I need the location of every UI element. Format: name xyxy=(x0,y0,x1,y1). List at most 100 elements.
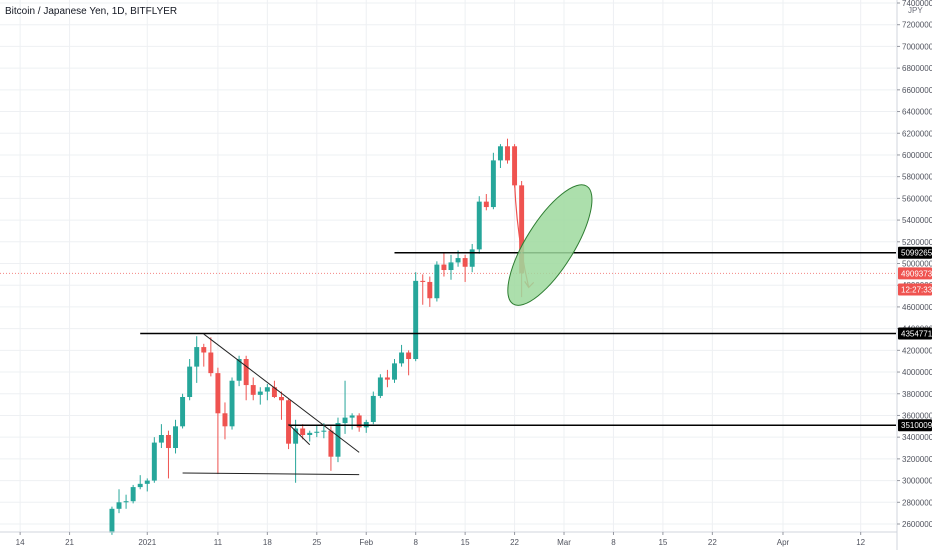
price-tag-box xyxy=(898,419,932,432)
candle-body xyxy=(413,280,419,360)
time-tick-label: 22 xyxy=(510,538,519,547)
candle-body xyxy=(427,281,433,299)
time-tick-label: 22 xyxy=(708,538,717,547)
candle-body xyxy=(215,373,221,414)
time-tick-label: Mar xyxy=(557,538,571,547)
price-tag-label: 5099265 xyxy=(901,249,932,258)
candle-body xyxy=(448,262,454,271)
price-tick-label: 3600000 xyxy=(902,411,932,420)
candle-body xyxy=(406,352,412,360)
trendline xyxy=(288,423,311,446)
candle-body xyxy=(384,377,390,380)
candle-body xyxy=(109,508,115,533)
candle-body xyxy=(229,380,235,427)
candle-body xyxy=(321,430,327,432)
time-tick-label: Apr xyxy=(777,538,790,547)
price-tick-label: 6400000 xyxy=(902,108,932,117)
price-tag-label: 4354771 xyxy=(901,330,932,339)
time-tick-label: 25 xyxy=(312,538,321,547)
candle-body xyxy=(257,391,263,395)
price-tick-label: 5200000 xyxy=(902,238,932,247)
candle-body xyxy=(123,501,129,503)
candle-body xyxy=(370,395,376,422)
trendline xyxy=(203,333,360,453)
currency-unit-label[interactable]: JPY xyxy=(908,6,923,15)
candle-body xyxy=(469,249,475,267)
time-tick-label: 18 xyxy=(263,538,272,547)
candle-body xyxy=(512,146,518,186)
candle-body xyxy=(420,280,426,282)
candle-body xyxy=(462,258,468,267)
highlight-ellipse xyxy=(507,184,593,306)
candle-body xyxy=(349,415,355,418)
price-tick-label: 5400000 xyxy=(902,216,932,225)
price-tick-label: 7200000 xyxy=(902,21,932,30)
time-tick-label: 11 xyxy=(214,538,223,547)
candle-body xyxy=(173,426,178,449)
time-tick-label: 12 xyxy=(856,538,865,547)
candle-body xyxy=(201,347,207,353)
candle-body xyxy=(293,428,299,444)
price-tick-label: 7000000 xyxy=(902,42,932,51)
price-tick-label: 3000000 xyxy=(902,477,932,486)
price-tick-label: 5600000 xyxy=(902,194,932,203)
candle-body xyxy=(392,363,397,380)
candle-body xyxy=(342,417,348,424)
candle-body xyxy=(222,413,228,427)
candle-body xyxy=(399,352,405,364)
candle-body xyxy=(377,377,383,396)
price-tick-label: 2800000 xyxy=(902,498,932,507)
time-tick-label: 14 xyxy=(16,538,25,547)
candle-body xyxy=(286,400,292,444)
time-tick-label: 15 xyxy=(658,538,667,547)
price-tick-label: 3400000 xyxy=(902,433,932,442)
price-tag-label: 4909373 xyxy=(901,269,932,278)
candle-body xyxy=(483,201,489,208)
candle-body xyxy=(497,146,503,161)
price-tag-label: 3510009 xyxy=(901,421,932,430)
candle-body xyxy=(519,185,525,274)
price-tag-box xyxy=(898,267,932,280)
candle-body xyxy=(328,430,334,457)
candle-body xyxy=(356,415,362,428)
candle-body xyxy=(208,352,214,374)
price-tick-label: 6000000 xyxy=(902,151,932,160)
candle-body xyxy=(476,201,482,250)
candle-body xyxy=(151,442,157,481)
price-tick-label: 4000000 xyxy=(902,368,932,377)
candle-body xyxy=(116,502,122,509)
price-tick-label: 5800000 xyxy=(902,173,932,182)
price-tick-label: 6600000 xyxy=(902,86,932,95)
candle-body xyxy=(165,434,171,449)
candle-body xyxy=(194,347,200,367)
time-tick-label: 21 xyxy=(65,538,74,547)
candle-body xyxy=(307,432,313,435)
price-tick-label: 4200000 xyxy=(902,346,932,355)
candle-body xyxy=(264,387,270,392)
price-tick-label: 4600000 xyxy=(902,303,932,312)
price-tick-label: 7400000 xyxy=(902,0,932,8)
candle-body xyxy=(137,483,143,488)
price-tick-label: 3800000 xyxy=(902,390,932,399)
price-tick-label: 3200000 xyxy=(902,455,932,464)
candle-body xyxy=(144,480,150,484)
candle-body xyxy=(455,258,461,263)
candle-body xyxy=(441,264,447,271)
price-tick-label: 2600000 xyxy=(902,520,932,529)
time-tick-label: Feb xyxy=(359,538,373,547)
candle-body xyxy=(314,431,320,433)
candle-body xyxy=(271,387,277,398)
candle-body xyxy=(279,397,284,401)
candle-body xyxy=(505,146,510,161)
time-tick-label: 2021 xyxy=(138,538,156,547)
price-tick-label: 6200000 xyxy=(902,129,932,138)
candle-body xyxy=(236,359,242,381)
candle-body xyxy=(300,428,306,435)
price-tick-label: 6800000 xyxy=(902,64,932,73)
time-tick-label: 8 xyxy=(611,538,616,547)
price-tag-box xyxy=(898,246,932,259)
trendline xyxy=(182,472,360,476)
price-tag-box xyxy=(898,327,932,340)
price-tick-label: 5000000 xyxy=(902,260,932,269)
